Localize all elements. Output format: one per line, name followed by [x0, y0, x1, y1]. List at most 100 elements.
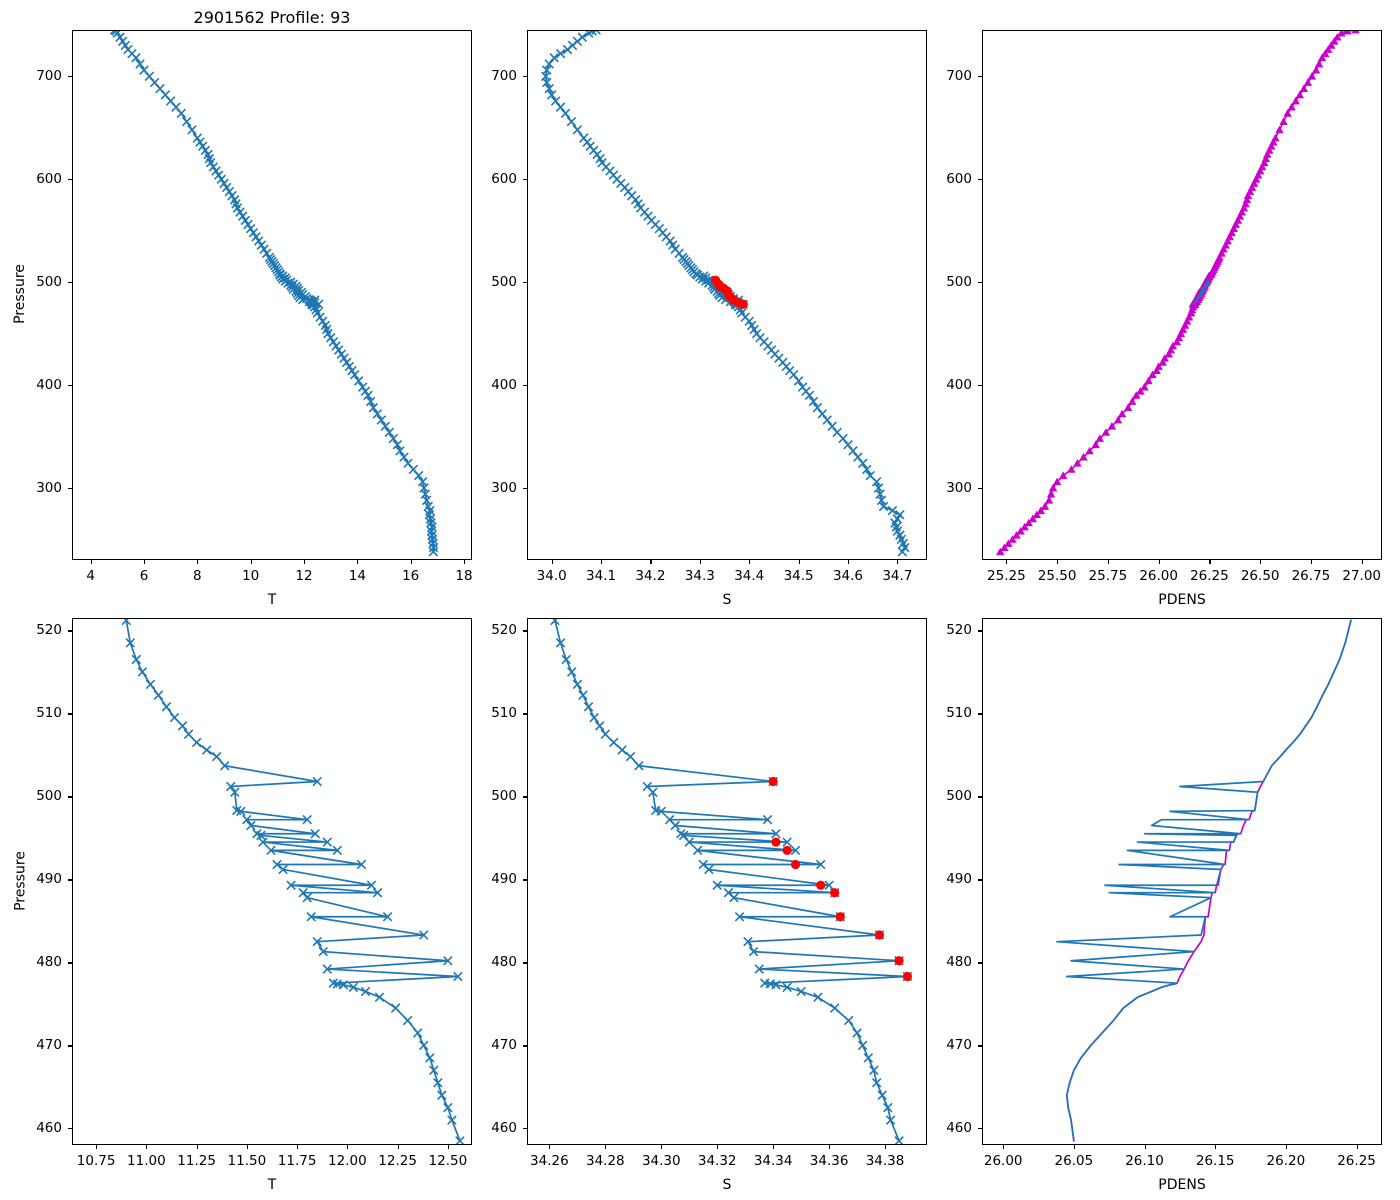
xtick-bottom-temperature-4	[297, 1145, 299, 1149]
xtick-top-density-6	[1310, 560, 1313, 564]
xtick-label-bottom-density-0: 26.00	[983, 1153, 1023, 1169]
plot-panel-bottom-density	[982, 618, 1382, 1145]
xtick-top-density-7	[1361, 560, 1363, 564]
ytick-bottom-density-6	[978, 630, 982, 632]
xtick-top-temperature-7	[464, 560, 466, 564]
xtick-top-density-1	[1057, 560, 1059, 564]
ytick-label-bottom-temperature-4: 500	[36, 788, 62, 805]
ytick-label-top-temperature-2: 500	[36, 274, 62, 291]
ytick-label-bottom-temperature-5: 510	[36, 705, 62, 722]
xtick-bottom-temperature-1	[146, 1145, 148, 1149]
xtick-top-salinity-4	[749, 560, 751, 564]
xtick-label-top-density-6: 26.75	[1291, 568, 1331, 584]
series-markers-bottom-salinity-0	[550, 618, 913, 1145]
ytick-bottom-temperature-4	[68, 796, 72, 798]
ytick-top-density-0	[978, 487, 982, 490]
xtick-label-bottom-density-4: 26.20	[1266, 1153, 1306, 1169]
ytick-top-salinity-1	[523, 385, 527, 387]
xtick-label-top-temperature-0: 4	[86, 568, 95, 584]
ytick-top-density-2	[978, 282, 982, 284]
xtick-label-top-density-0: 25.25	[987, 568, 1026, 584]
xtick-label-bottom-temperature-3: 11.50	[227, 1153, 267, 1169]
xtick-label-bottom-salinity-6: 34.38	[865, 1153, 905, 1169]
xtick-top-temperature-5	[357, 560, 359, 564]
xtick-bottom-density-4	[1285, 1145, 1287, 1149]
ytick-label-top-temperature-4: 700	[36, 68, 62, 85]
ytick-label-bottom-temperature-3: 490	[36, 871, 62, 888]
ytick-bottom-salinity-0	[523, 1128, 527, 1130]
xtick-bottom-temperature-6	[397, 1145, 399, 1149]
ytick-label-bottom-density-2: 480	[946, 954, 972, 971]
ytick-label-top-density-4: 700	[946, 68, 972, 85]
xtick-bottom-salinity-3	[717, 1145, 719, 1149]
ytick-label-bottom-density-3: 490	[946, 871, 972, 888]
xtick-label-top-temperature-6: 16	[402, 568, 420, 584]
ytick-bottom-temperature-2	[68, 962, 72, 964]
ytick-bottom-salinity-5	[523, 713, 527, 715]
ytick-top-salinity-0	[523, 487, 527, 490]
xtick-label-top-temperature-5: 14	[348, 568, 366, 584]
xtick-bottom-salinity-0	[549, 1145, 551, 1149]
xtick-label-top-salinity-2: 34.2	[635, 568, 666, 584]
series-line-bottom-density-0	[1065, 619, 1352, 1142]
xtick-label-top-density-4: 26.25	[1190, 568, 1229, 584]
xtick-top-salinity-1	[601, 560, 603, 564]
ytick-label-top-temperature-1: 400	[36, 377, 62, 394]
ytick-bottom-temperature-1	[68, 1045, 72, 1047]
ytick-label-bottom-density-1: 470	[946, 1037, 972, 1054]
xtick-label-top-salinity-0: 34.0	[536, 568, 567, 584]
xtick-bottom-temperature-2	[196, 1145, 198, 1149]
xtick-top-salinity-2	[650, 560, 652, 564]
xtick-top-salinity-3	[699, 560, 701, 564]
plot-panel-top-salinity	[527, 30, 927, 560]
ytick-label-top-density-2: 500	[946, 274, 972, 291]
series-markers-bottom-temperature-0	[121, 618, 465, 1145]
xtick-top-salinity-0	[551, 560, 553, 564]
series-line-bottom-temperature-0	[125, 619, 461, 1142]
xtick-label-bottom-temperature-2: 11.25	[177, 1153, 216, 1169]
ytick-top-temperature-3	[68, 179, 72, 181]
ytick-bottom-density-0	[978, 1128, 982, 1130]
xtick-label-top-density-1: 25.50	[1037, 568, 1077, 584]
xtick-top-salinity-7	[897, 560, 899, 564]
ytick-bottom-salinity-6	[523, 630, 527, 632]
xtick-label-top-temperature-2: 8	[193, 568, 202, 584]
xtick-label-top-salinity-4: 34.4	[734, 568, 765, 584]
ytick-label-top-salinity-3: 600	[491, 171, 517, 188]
ytick-label-top-density-1: 400	[946, 377, 972, 394]
xtick-bottom-salinity-6	[885, 1145, 887, 1149]
xtick-top-density-0	[1006, 560, 1008, 564]
xtick-label-top-density-2: 25.75	[1088, 568, 1128, 584]
xtick-top-temperature-3	[250, 560, 252, 564]
xaxis-label-bottom-salinity: S	[722, 1177, 732, 1193]
xtick-top-salinity-5	[798, 560, 800, 564]
xtick-top-density-3	[1158, 560, 1160, 564]
yaxis-label-top-temperature: Pressure	[12, 264, 28, 324]
ytick-top-salinity-2	[523, 282, 527, 284]
plot-panel-bottom-salinity	[527, 618, 927, 1145]
xtick-top-temperature-4	[304, 560, 306, 564]
series-line-bottom-density-1	[1056, 619, 1352, 1142]
xtick-bottom-salinity-5	[829, 1145, 831, 1149]
xtick-label-bottom-salinity-1: 34.28	[585, 1153, 625, 1169]
xaxis-label-bottom-temperature: T	[267, 1177, 277, 1193]
ytick-bottom-density-3	[978, 879, 982, 881]
ytick-top-density-1	[978, 385, 982, 387]
xtick-label-top-temperature-7: 18	[455, 568, 473, 584]
ytick-label-top-density-0: 300	[946, 479, 972, 496]
plot-area-bottom-temperature	[121, 618, 465, 1145]
plot-panel-bottom-temperature	[72, 618, 472, 1145]
xtick-top-salinity-6	[847, 560, 850, 564]
series-markers-top-temperature-0	[109, 30, 439, 557]
ytick-label-bottom-salinity-2: 480	[491, 954, 517, 971]
ytick-label-bottom-salinity-0: 460	[491, 1120, 517, 1137]
plot-panel-top-temperature	[72, 30, 472, 560]
ytick-bottom-density-5	[978, 713, 982, 715]
ytick-top-density-4	[978, 76, 982, 78]
xtick-label-bottom-temperature-5: 12.00	[328, 1153, 367, 1169]
xtick-label-bottom-salinity-4: 34.34	[753, 1153, 793, 1169]
ytick-label-bottom-salinity-3: 490	[491, 871, 517, 888]
xtick-label-top-density-5: 26.50	[1240, 568, 1280, 584]
ytick-label-top-temperature-0: 300	[36, 479, 62, 496]
